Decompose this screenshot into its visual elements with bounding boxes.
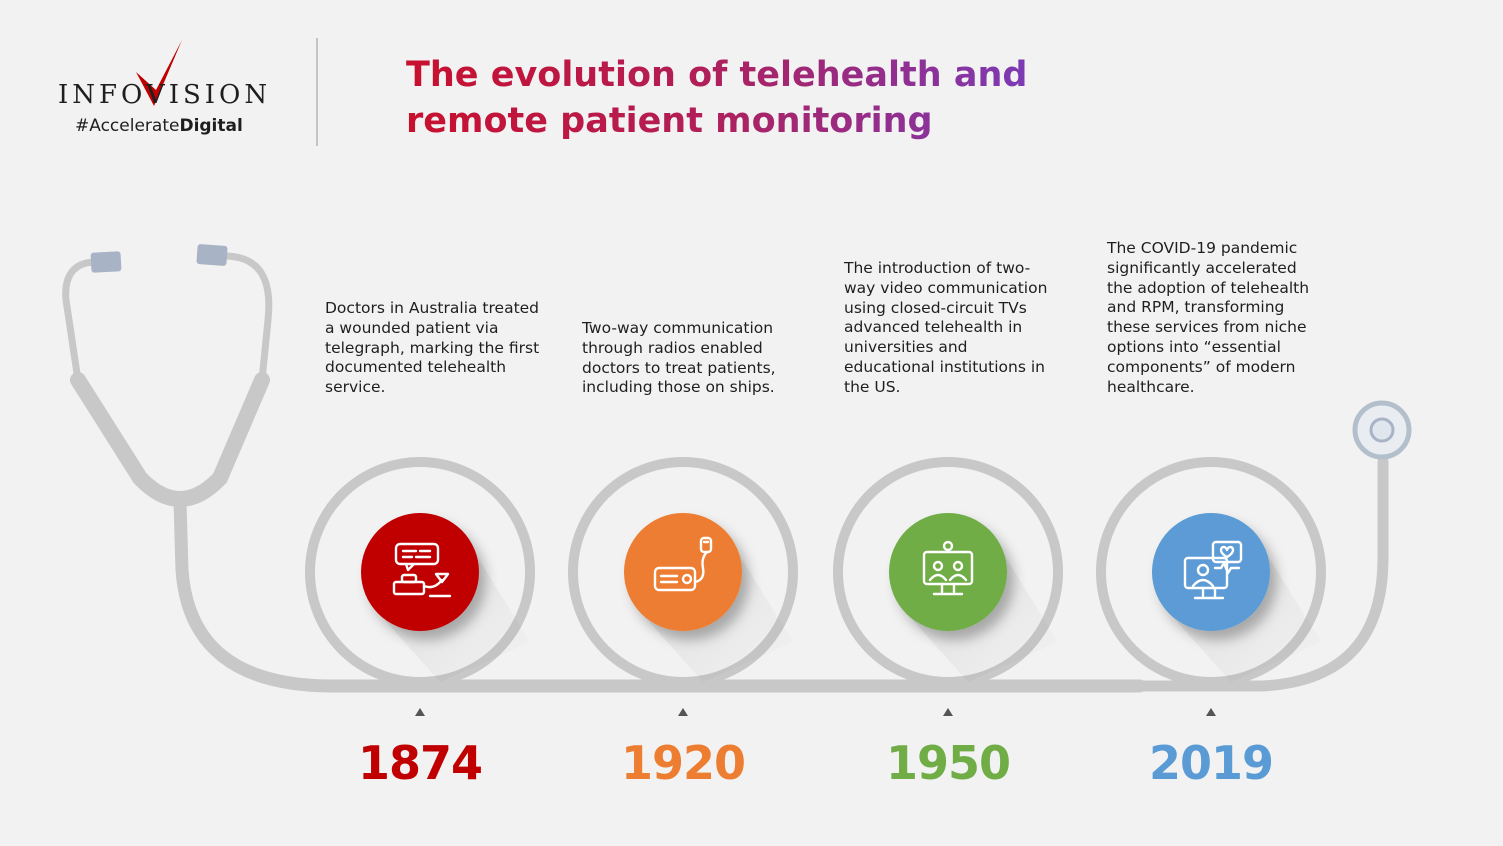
infovision-logo: INFOVISION #AccelerateDigital [58, 38, 272, 148]
stethoscope-tube [62, 252, 1389, 693]
telegraph-icon [392, 542, 452, 598]
milestone-circle [624, 513, 742, 631]
left-earpiece [90, 251, 122, 273]
milestone-1874 [361, 513, 530, 716]
timeline-marker-icon [678, 708, 688, 716]
milestone-year-1950: 1950 [885, 736, 1011, 790]
timeline-marker-icon [415, 708, 425, 716]
timeline-marker-icon [1206, 708, 1216, 716]
chest-piece [1352, 400, 1412, 460]
logo-wordmark: INFOVISION [58, 80, 272, 110]
milestone-description-2019: The COVID-19 pandemic significantly acce… [1107, 239, 1310, 396]
video-monitor-icon [922, 540, 974, 596]
logo-v-mark-icon [136, 40, 182, 106]
milestone-year-1874: 1874 [357, 736, 483, 790]
radio-icon [653, 536, 713, 592]
milestone-year-2019: 2019 [1148, 736, 1274, 790]
right-earpiece [196, 244, 228, 266]
header-divider [316, 38, 318, 146]
milestone-circle [889, 513, 1007, 631]
milestone-2019 [1152, 513, 1321, 716]
milestone-1920 [624, 513, 793, 716]
milestone-circle [361, 513, 479, 631]
milestone-year-1920: 1920 [620, 736, 746, 790]
timeline-marker-icon [943, 708, 953, 716]
milestone-1950 [889, 513, 1058, 716]
milestone-description-1920: Two-way communication through radios ena… [582, 319, 776, 397]
logo-tagline: #AccelerateDigital [75, 116, 243, 136]
milestone-description-1950: The introduction of two-way video commun… [844, 259, 1048, 396]
telehealth-screen-icon [1183, 540, 1243, 600]
milestone-description-1874: Doctors in Australia treated a wounded p… [325, 299, 540, 397]
milestone-circle [1152, 513, 1270, 631]
